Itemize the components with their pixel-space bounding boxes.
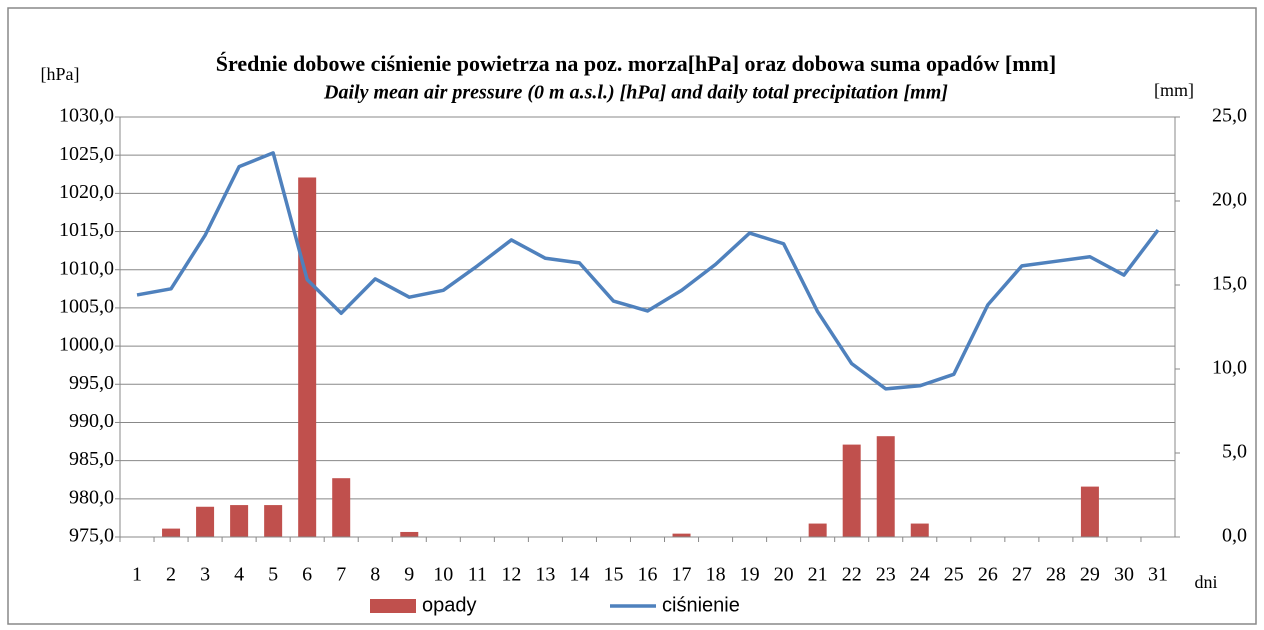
bar: [672, 533, 691, 537]
bar: [162, 528, 181, 537]
x-tick-label: 22: [842, 564, 862, 586]
x-tick-label: 28: [1046, 564, 1066, 586]
x-tick-label: 31: [1148, 564, 1168, 586]
x-tick-label: 18: [706, 564, 726, 586]
chart-subtitle: Daily mean air pressure (0 m a.s.l.) [hP…: [323, 82, 948, 104]
x-tick-label: 17: [672, 564, 692, 586]
legend-swatch: [370, 599, 416, 613]
bar: [298, 177, 317, 538]
x-tick-label: 5: [268, 564, 278, 586]
x-tick-label: 21: [808, 564, 828, 586]
legend-label: opady: [422, 594, 477, 616]
x-tick-label: 7: [336, 564, 346, 586]
y-tick-label: 980,0: [69, 486, 114, 508]
x-tick-label: 19: [740, 564, 760, 586]
chart-frame: [7, 7, 1257, 625]
y-tick-label: 1015,0: [59, 219, 114, 241]
x-tick-label: 13: [535, 564, 555, 586]
x-tick-label: 8: [370, 564, 380, 586]
y-tick-label: 995,0: [69, 372, 114, 394]
x-tick-label: 4: [234, 564, 244, 586]
x-tick-label: 10: [433, 564, 453, 586]
y2-tick-label: 5,0: [1222, 441, 1247, 463]
x-tick-label: 27: [1012, 564, 1032, 586]
x-tick-label: 29: [1080, 564, 1100, 586]
y-tick-label: 975,0: [69, 525, 114, 547]
bar: [876, 436, 895, 537]
y-axis-label: [hPa]: [41, 64, 80, 84]
x-tick-label: 3: [200, 564, 210, 586]
bar: [230, 505, 249, 537]
line: [136, 151, 1160, 391]
legend-label: ciśnienie: [662, 594, 740, 616]
y2-tick-label: 25,0: [1212, 105, 1247, 127]
x-tick-label: 25: [944, 564, 964, 586]
x-tick-label: 9: [404, 564, 414, 586]
y2-tick-label: 0,0: [1222, 525, 1247, 547]
x-tick-label: 23: [876, 564, 896, 586]
y-tick-label: 1020,0: [59, 181, 114, 203]
bar: [400, 531, 419, 537]
x-axis-label: dni: [1194, 572, 1217, 592]
y-tick-label: 990,0: [69, 410, 114, 432]
x-tick-label: 6: [302, 564, 312, 586]
x-tick-label: 30: [1114, 564, 1134, 586]
y2-tick-label: 10,0: [1212, 357, 1247, 379]
y-tick-label: 985,0: [69, 448, 114, 470]
x-tick-label: 26: [978, 564, 998, 586]
bar: [808, 523, 827, 537]
bar: [910, 523, 929, 537]
x-tick-label: 14: [569, 564, 589, 586]
y2-tick-label: 20,0: [1212, 189, 1247, 211]
bar: [264, 505, 283, 537]
x-tick-label: 15: [603, 564, 623, 586]
chart-title: Średnie dobowe ciśnienie powietrza na po…: [216, 51, 1056, 76]
y-tick-label: 1030,0: [59, 105, 114, 127]
y2-axis-label: [mm]: [1154, 80, 1194, 100]
y-tick-label: 1010,0: [59, 257, 114, 279]
bar: [332, 478, 351, 537]
y-tick-label: 1000,0: [59, 334, 114, 356]
x-tick-label: 16: [638, 564, 658, 586]
x-tick-label: 24: [910, 564, 930, 586]
y2-tick-label: 15,0: [1212, 273, 1247, 295]
bar: [1080, 486, 1099, 537]
x-tick-label: 1: [132, 564, 142, 586]
x-tick-label: 11: [468, 564, 487, 586]
x-tick-label: 20: [774, 564, 794, 586]
bar: [842, 444, 861, 537]
x-tick-label: 12: [501, 564, 521, 586]
x-tick-label: 2: [166, 564, 176, 586]
y-tick-label: 1005,0: [59, 296, 114, 318]
y-tick-label: 1025,0: [59, 143, 114, 165]
bar: [196, 506, 215, 537]
